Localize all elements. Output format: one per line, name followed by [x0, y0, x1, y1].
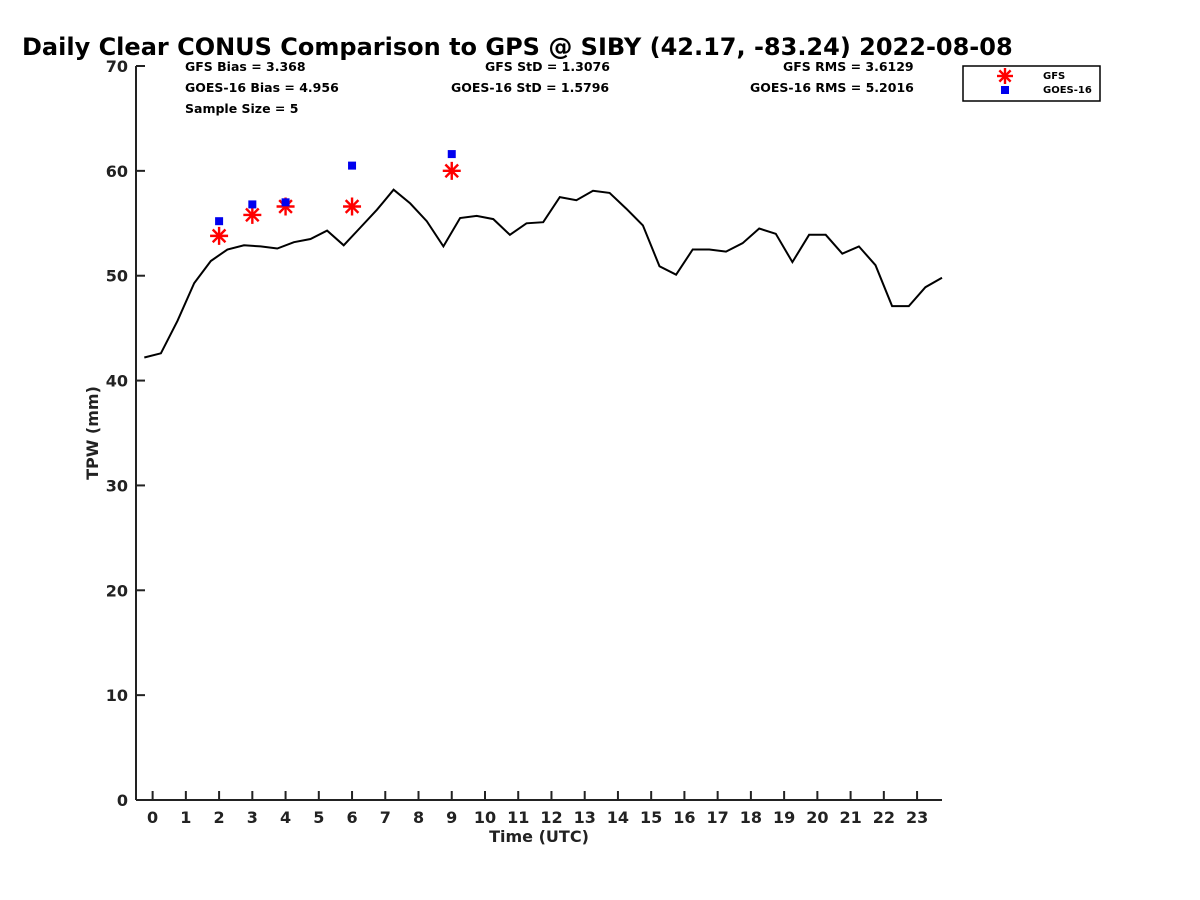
- x-tick-label: 2: [214, 808, 225, 827]
- x-tick-label: 9: [446, 808, 457, 827]
- gps-tpw-line: [144, 188, 943, 359]
- y-tick-label: 50: [106, 267, 128, 286]
- goes-rms-stat: GOES-16 RMS = 5.2016: [750, 80, 914, 95]
- x-tick-label: 4: [280, 808, 291, 827]
- x-tick-label: 22: [873, 808, 895, 827]
- legend-gfs-marker: [997, 68, 1013, 84]
- y-tick-label: 20: [106, 581, 128, 600]
- x-tick-label: 7: [380, 808, 391, 827]
- x-tick-label: 11: [507, 808, 529, 827]
- y-tick-label: 10: [106, 686, 128, 705]
- x-tick-label: 16: [673, 808, 695, 827]
- legend-goes-marker: [1001, 86, 1009, 94]
- x-tick-label: 1: [180, 808, 191, 827]
- gfs-point: [343, 197, 362, 216]
- x-tick-label: 23: [906, 808, 928, 827]
- legend-goes-label: GOES-16: [1043, 85, 1092, 96]
- x-tick-label: 21: [839, 808, 861, 827]
- x-tick-label: 18: [740, 808, 762, 827]
- x-tick-label: 10: [474, 808, 496, 827]
- goes16-point: [248, 200, 257, 209]
- x-tick-label: 19: [773, 808, 795, 827]
- gfs-point: [442, 161, 461, 180]
- gfs-point: [243, 205, 262, 224]
- goes16-point: [281, 198, 290, 207]
- y-tick-label: 40: [106, 372, 128, 391]
- goes16-point: [215, 217, 224, 226]
- goes-bias-stat: GOES-16 Bias = 4.956: [185, 80, 339, 95]
- legend-gfs-label: GFS: [1043, 71, 1065, 82]
- x-tick-label: 3: [247, 808, 258, 827]
- gfs-rms-stat: GFS RMS = 3.6129: [783, 59, 914, 74]
- x-tick-label: 17: [707, 808, 729, 827]
- x-tick-label: 6: [346, 808, 357, 827]
- goes-std-stat: GOES-16 StD = 1.5796: [451, 80, 609, 95]
- gfs-point: [210, 226, 229, 245]
- y-tick-label: 0: [117, 791, 128, 810]
- legend: GFS GOES-16: [962, 65, 1101, 102]
- x-tick-label: 0: [147, 808, 158, 827]
- x-tick-label: 13: [574, 808, 596, 827]
- chart-title: Daily Clear CONUS Comparison to GPS @ SI…: [22, 33, 1013, 61]
- gfs-std-stat: GFS StD = 1.3076: [485, 59, 610, 74]
- legend-gfs-asterisk: [997, 68, 1013, 84]
- x-tick-label: 14: [607, 808, 629, 827]
- y-tick-label: 70: [106, 57, 128, 76]
- x-tick-label: 5: [313, 808, 324, 827]
- goes16-point: [348, 161, 357, 170]
- legend-box: [962, 65, 1101, 102]
- y-tick-label: 60: [106, 162, 128, 181]
- sample-size-stat: Sample Size = 5: [185, 101, 298, 116]
- gfs-bias-stat: GFS Bias = 3.368: [185, 59, 306, 74]
- y-axis-label: TPW (mm): [83, 386, 102, 480]
- series-layer: [144, 150, 943, 359]
- x-tick-label: 8: [413, 808, 424, 827]
- goes16-point: [447, 150, 456, 159]
- x-axis-label: Time (UTC): [489, 827, 589, 846]
- y-tick-label: 30: [106, 476, 128, 495]
- x-tick-label: 20: [806, 808, 828, 827]
- x-tick-label: 12: [540, 808, 562, 827]
- x-tick-label: 15: [640, 808, 662, 827]
